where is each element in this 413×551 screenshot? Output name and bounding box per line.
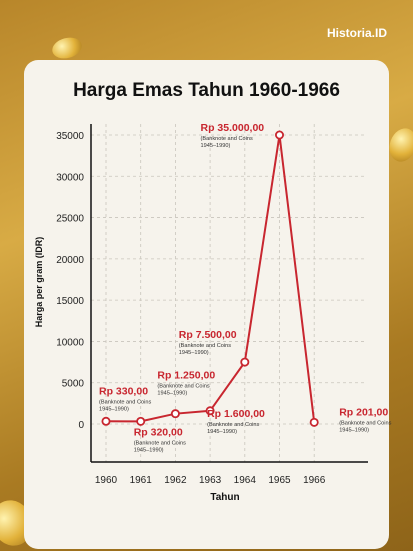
data-label: Rp 320,00 [134,426,183,438]
data-label: Rp 35.000,00 [201,122,265,134]
x-tick-label: 1961 [130,475,153,486]
data-point [136,416,146,426]
y-tick-label: 0 [78,420,84,431]
chart-title: Harga Emas Tahun 1960-1966 [73,80,340,101]
data-label: Rp 1.600,00 [207,408,265,420]
data-label-note: (Banknote and Coins 1945–1990) [179,343,231,356]
y-tick-label: 5000 [62,379,85,390]
y-tick-label: 30000 [56,172,84,183]
y-tick-label: 10000 [56,337,84,348]
chart-card [24,60,389,549]
x-tick-label: 1963 [199,475,222,486]
data-label-note: (Banknote and Coins 1945–1990) [201,136,253,149]
data-point [205,406,215,416]
data-label-note: (Banknote and Coins 1945–1990) [157,384,209,397]
data-label-note: (Banknote and Coins 1945–1990) [99,399,151,412]
x-tick-label: 1966 [303,475,326,486]
data-point [274,130,284,140]
data-point [170,409,180,419]
brand-logo: Historia.ID [326,26,387,40]
data-label: Rp 330,00 [99,385,148,397]
y-tick-label: 25000 [56,214,84,225]
data-point [101,416,111,426]
x-tick-label: 1965 [268,475,291,486]
x-axis-title: Tahun [210,492,239,503]
data-label-note: (Banknote and Coins 1945–1990) [339,420,391,433]
data-point [240,357,250,367]
x-tick-label: 1962 [164,475,187,486]
data-label-note: (Banknote and Coins 1945–1990) [134,440,186,453]
data-label: Rp 7.500,00 [179,329,237,341]
data-label: Rp 1.250,00 [157,370,215,382]
x-tick-label: 1960 [95,475,118,486]
y-axis-title: Harga per gram (IDR) [34,237,44,328]
y-tick-label: 20000 [56,255,84,266]
data-point [309,417,319,427]
data-label: Rp 201,00 [339,406,388,418]
x-tick-label: 1964 [234,475,257,486]
y-tick-label: 35000 [56,131,84,142]
data-label-note: (Banknote and Coins 1945–1990) [207,422,259,435]
y-tick-label: 15000 [56,296,84,307]
